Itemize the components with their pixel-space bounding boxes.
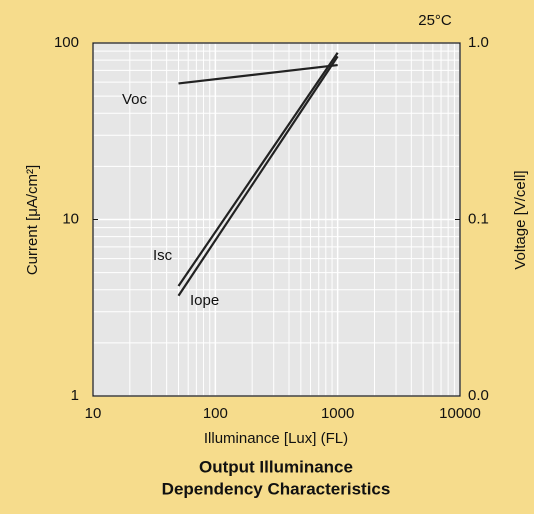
y-tick-label: 100 bbox=[54, 34, 79, 51]
series-label: Voc bbox=[122, 91, 148, 108]
annotation: 25°C bbox=[418, 12, 452, 29]
x-tick-label: 1000 bbox=[321, 405, 354, 422]
grid bbox=[92, 42, 461, 397]
x-tick-label: 10000 bbox=[439, 405, 481, 422]
x-tick-label: 100 bbox=[203, 405, 228, 422]
series-label: Isc bbox=[153, 247, 173, 264]
y-axis-label: Current [μA/cm²] bbox=[24, 165, 41, 275]
y2-tick-label: 1.0 bbox=[468, 34, 489, 51]
x-tick-label: 10 bbox=[85, 405, 102, 422]
series-label: Iope bbox=[190, 292, 219, 309]
marks bbox=[177, 52, 339, 297]
y2-tick-label: 0.0 bbox=[468, 387, 489, 404]
series-line bbox=[177, 52, 339, 287]
series-line bbox=[178, 63, 338, 85]
chart-title: Output Illuminance bbox=[199, 457, 353, 476]
y-tick-label: 10 bbox=[62, 210, 79, 227]
x-axis-label: Illuminance [Lux] (FL) bbox=[204, 430, 348, 447]
y2-tick-label: 0.1 bbox=[468, 210, 489, 227]
y2-axis-label: Voltage [V/cell] bbox=[512, 170, 529, 269]
series-line bbox=[177, 55, 339, 297]
chart-title: Dependency Characteristics bbox=[162, 479, 391, 498]
y-tick-label: 1 bbox=[71, 387, 79, 404]
